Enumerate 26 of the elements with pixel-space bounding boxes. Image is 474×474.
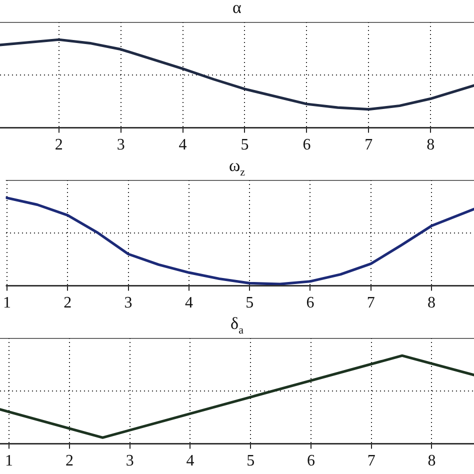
x-tick-label: 8 [428,452,436,470]
x-tick-label: 3 [124,294,132,312]
x-tick-label: 2 [54,136,63,154]
x-tick-label: 3 [126,452,134,470]
chart-title: α [232,0,242,19]
x-tick-label: 6 [306,294,314,312]
x-tick-label: 7 [367,452,376,470]
chart-title: ω$_{z}$ [228,156,246,180]
x-tick-label: 6 [306,452,315,470]
x-tick-label: 8 [426,136,435,154]
x-tick-label: 6 [302,136,311,154]
x-tick-label: 3 [116,136,125,154]
x-tick-label: 4 [184,294,193,312]
x-tick-label: 7 [366,294,375,312]
x-tick-label: 1 [3,294,11,312]
x-tick-label: 8 [428,294,436,312]
x-tick-label: 1 [5,452,14,470]
chart-title: δ$_{a}$ [230,314,244,338]
x-tick-label: 5 [246,294,254,312]
x-tick-label: 2 [64,294,72,312]
x-tick-label: 7 [364,136,373,154]
x-tick-label: 5 [240,136,249,154]
x-tick-label: 2 [65,452,74,470]
x-tick-label: 4 [178,136,187,154]
x-tick-label: 4 [186,452,194,470]
x-tick-label: 5 [246,452,255,470]
